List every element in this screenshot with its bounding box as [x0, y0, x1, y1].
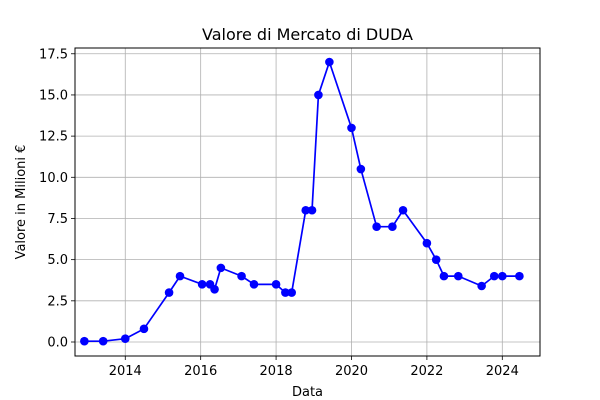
- x-tick-label: 2022: [410, 364, 443, 379]
- data-point: [249, 280, 259, 289]
- x-tick-label: 2024: [486, 364, 519, 379]
- y-tick-label: 17.5: [39, 47, 68, 62]
- chart-title: Valore di Mercato di DUDA: [202, 25, 413, 44]
- plot-frame: [74, 47, 541, 357]
- series-layer: [80, 57, 524, 346]
- data-point: [301, 205, 311, 215]
- data-point: [307, 205, 317, 215]
- data-point: [237, 271, 246, 281]
- data-point: [515, 271, 524, 281]
- x-tick-label: 2020: [335, 364, 368, 379]
- x-axis-label: Data: [292, 385, 323, 400]
- data-point: [80, 336, 89, 346]
- data-point: [314, 90, 323, 100]
- data-point: [347, 123, 356, 133]
- y-tick-label: 7.5: [47, 212, 68, 227]
- data-point: [489, 271, 499, 281]
- x-tick-label: 2016: [184, 364, 217, 379]
- x-tick-label: 2018: [260, 364, 293, 379]
- y-tick-label: 2.5: [47, 294, 68, 309]
- y-tick-label: 0.0: [47, 336, 68, 351]
- data-point: [498, 271, 507, 281]
- data-point: [120, 334, 130, 344]
- data-point: [453, 271, 463, 281]
- data-point: [164, 288, 174, 297]
- data-point: [271, 280, 281, 289]
- y-tick-label: 5.0: [47, 253, 68, 268]
- data-point: [398, 205, 408, 215]
- data-point: [422, 238, 432, 248]
- grid: [75, 48, 540, 356]
- x-tick-label: 2014: [109, 364, 142, 379]
- data-point: [287, 288, 296, 297]
- data-point: [98, 336, 108, 346]
- data-point: [325, 57, 334, 67]
- data-point: [216, 263, 226, 273]
- data-point: [439, 271, 449, 281]
- y-tick-label: 12.5: [39, 130, 68, 145]
- y-tick-label: 10.0: [39, 171, 68, 186]
- data-point: [356, 164, 366, 174]
- y-axis-ticks: 0.0 2.5 5.0 7.5 10.0 12.5 15.0 17.5: [39, 47, 75, 351]
- x-axis-ticks: 2014 2016 2018 2020 2022 2024: [109, 356, 519, 379]
- data-point: [372, 222, 381, 232]
- data-point: [210, 284, 219, 294]
- data-point: [139, 324, 149, 334]
- y-axis-label: Valore in Milioni €: [14, 145, 29, 260]
- data-point: [477, 281, 486, 291]
- y-tick-label: 15.0: [39, 88, 68, 103]
- data-point: [281, 288, 290, 297]
- data-point: [197, 280, 207, 289]
- data-point: [431, 255, 441, 264]
- data-point: [388, 222, 397, 232]
- data-point: [175, 271, 185, 281]
